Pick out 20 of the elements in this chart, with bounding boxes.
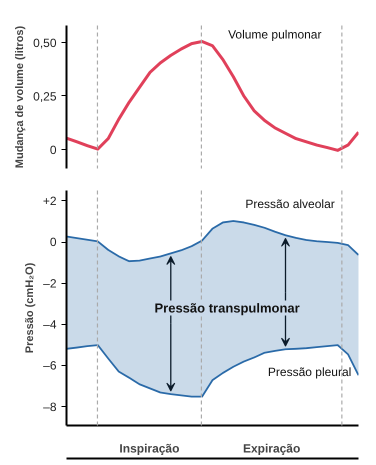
y-tick-label: 0,25 bbox=[33, 89, 57, 104]
annotation: Pressão transpulmonar bbox=[154, 300, 300, 316]
series-label: Pressão pleural bbox=[268, 364, 352, 379]
line-series bbox=[66, 220, 358, 262]
y-tick-label: –6 bbox=[43, 358, 57, 373]
line-series bbox=[66, 344, 358, 398]
y-axis-title: Pressão (cmH₂O) bbox=[24, 262, 36, 354]
y-tick-label: +2 bbox=[42, 194, 57, 208]
y-tick-label: –4 bbox=[43, 317, 57, 332]
text: Inspiração bbox=[119, 442, 180, 456]
line-series bbox=[66, 40, 358, 152]
y-tick-label: 0,50 bbox=[33, 36, 57, 50]
y-tick-label: 0 bbox=[50, 142, 57, 157]
text: Expiração bbox=[242, 442, 300, 456]
series-label: Volume pulmonar bbox=[228, 28, 322, 42]
y-tick-label: 0 bbox=[50, 235, 57, 250]
series-label: Pressão alveolar bbox=[245, 197, 335, 212]
y-tick-label: –2 bbox=[43, 276, 57, 290]
y-tick-label: –8 bbox=[43, 400, 57, 414]
y-axis-title: Mudança de volume (litros) bbox=[14, 25, 26, 168]
